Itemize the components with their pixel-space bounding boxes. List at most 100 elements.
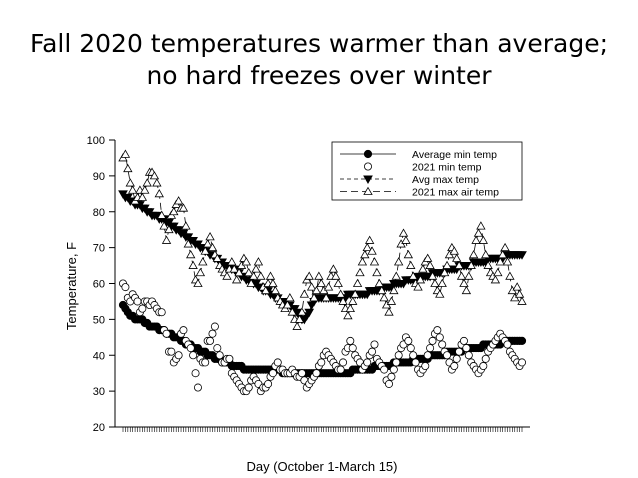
data-point bbox=[370, 340, 379, 349]
data-point bbox=[311, 285, 322, 295]
data-point bbox=[178, 203, 189, 212]
data-point bbox=[198, 257, 208, 266]
data-point bbox=[389, 285, 399, 295]
data-point bbox=[426, 344, 435, 353]
chart-axes: 20 30 40 50 60 70 80 90 100 bbox=[87, 135, 530, 434]
data-point bbox=[212, 253, 222, 262]
data-point bbox=[127, 185, 138, 194]
data-point bbox=[306, 282, 317, 291]
data-point bbox=[403, 249, 414, 259]
data-point bbox=[309, 293, 319, 302]
data-point bbox=[517, 336, 527, 345]
data-point bbox=[189, 351, 198, 360]
data-point bbox=[352, 278, 363, 287]
data-point bbox=[193, 278, 203, 287]
data-point bbox=[268, 278, 278, 287]
data-point bbox=[241, 257, 252, 266]
data-point bbox=[404, 336, 413, 345]
data-point bbox=[423, 351, 432, 360]
data-point bbox=[379, 293, 389, 302]
data-point bbox=[339, 358, 348, 367]
data-point bbox=[514, 289, 525, 298]
y-tick-label: 30 bbox=[93, 386, 105, 398]
data-point bbox=[418, 264, 428, 273]
legend-box bbox=[331, 141, 523, 201]
data-point bbox=[186, 249, 196, 259]
data-point bbox=[423, 253, 433, 262]
data-point bbox=[433, 326, 442, 335]
data-point bbox=[206, 336, 215, 345]
series-1-points bbox=[119, 279, 527, 396]
legend-label-3: 2021 max air temp bbox=[412, 187, 499, 199]
data-point bbox=[473, 228, 484, 237]
legend-marker-2 bbox=[363, 175, 373, 185]
data-point bbox=[285, 293, 295, 302]
data-point bbox=[270, 285, 281, 295]
data-point bbox=[234, 267, 244, 277]
data-point bbox=[462, 344, 471, 353]
data-point bbox=[455, 347, 464, 356]
data-point bbox=[415, 275, 426, 284]
data-point bbox=[452, 354, 461, 363]
data-point bbox=[459, 278, 469, 287]
data-point bbox=[392, 358, 401, 367]
data-point bbox=[362, 242, 372, 252]
data-point bbox=[517, 296, 527, 305]
y-axis-title: Temperature, F bbox=[64, 242, 79, 330]
chart-marks bbox=[118, 149, 527, 396]
data-point bbox=[251, 264, 261, 273]
data-point bbox=[169, 206, 179, 216]
data-point bbox=[450, 362, 459, 371]
data-point bbox=[297, 369, 306, 378]
data-point bbox=[248, 271, 259, 280]
data-point bbox=[140, 185, 150, 194]
data-point bbox=[454, 260, 464, 269]
data-point bbox=[265, 271, 276, 280]
y-tick-label: 80 bbox=[93, 207, 105, 219]
data-point bbox=[138, 304, 147, 313]
data-point bbox=[149, 171, 160, 180]
data-point bbox=[408, 271, 418, 280]
data-point bbox=[512, 282, 522, 291]
data-point bbox=[125, 178, 135, 187]
y-tick-label: 50 bbox=[93, 314, 105, 326]
data-point bbox=[338, 296, 348, 305]
data-point bbox=[505, 271, 515, 280]
data-point bbox=[161, 235, 172, 244]
data-point bbox=[152, 178, 162, 187]
y-tick-label: 20 bbox=[93, 422, 105, 434]
data-point bbox=[439, 267, 450, 277]
data-point bbox=[345, 303, 355, 313]
data-point bbox=[193, 383, 202, 392]
data-point bbox=[495, 257, 505, 266]
data-point bbox=[335, 289, 346, 298]
data-point bbox=[264, 379, 273, 388]
data-point bbox=[201, 358, 210, 367]
data-point bbox=[427, 271, 438, 280]
data-point bbox=[411, 358, 420, 367]
data-point bbox=[384, 307, 394, 316]
data-point bbox=[162, 329, 171, 338]
data-point bbox=[464, 351, 473, 360]
data-point bbox=[186, 344, 195, 353]
data-point bbox=[142, 178, 152, 187]
data-point bbox=[317, 358, 326, 367]
data-point bbox=[333, 278, 343, 287]
slide-title: Fall 2020 temperatures warmer than avera… bbox=[0, 28, 638, 92]
data-point bbox=[316, 278, 326, 287]
data-point bbox=[200, 246, 210, 255]
data-point bbox=[430, 278, 440, 287]
data-point bbox=[466, 260, 476, 269]
slide-title-line-2: no hard freezes over winter bbox=[146, 61, 492, 90]
data-point bbox=[386, 296, 397, 305]
data-point bbox=[343, 310, 353, 320]
data-point bbox=[299, 289, 310, 298]
data-point bbox=[208, 329, 217, 338]
data-point bbox=[456, 271, 467, 280]
data-point bbox=[282, 300, 293, 309]
data-point bbox=[181, 221, 191, 230]
legend-label-0: Average min temp bbox=[412, 149, 497, 161]
data-point bbox=[348, 344, 357, 353]
data-point bbox=[428, 336, 437, 345]
